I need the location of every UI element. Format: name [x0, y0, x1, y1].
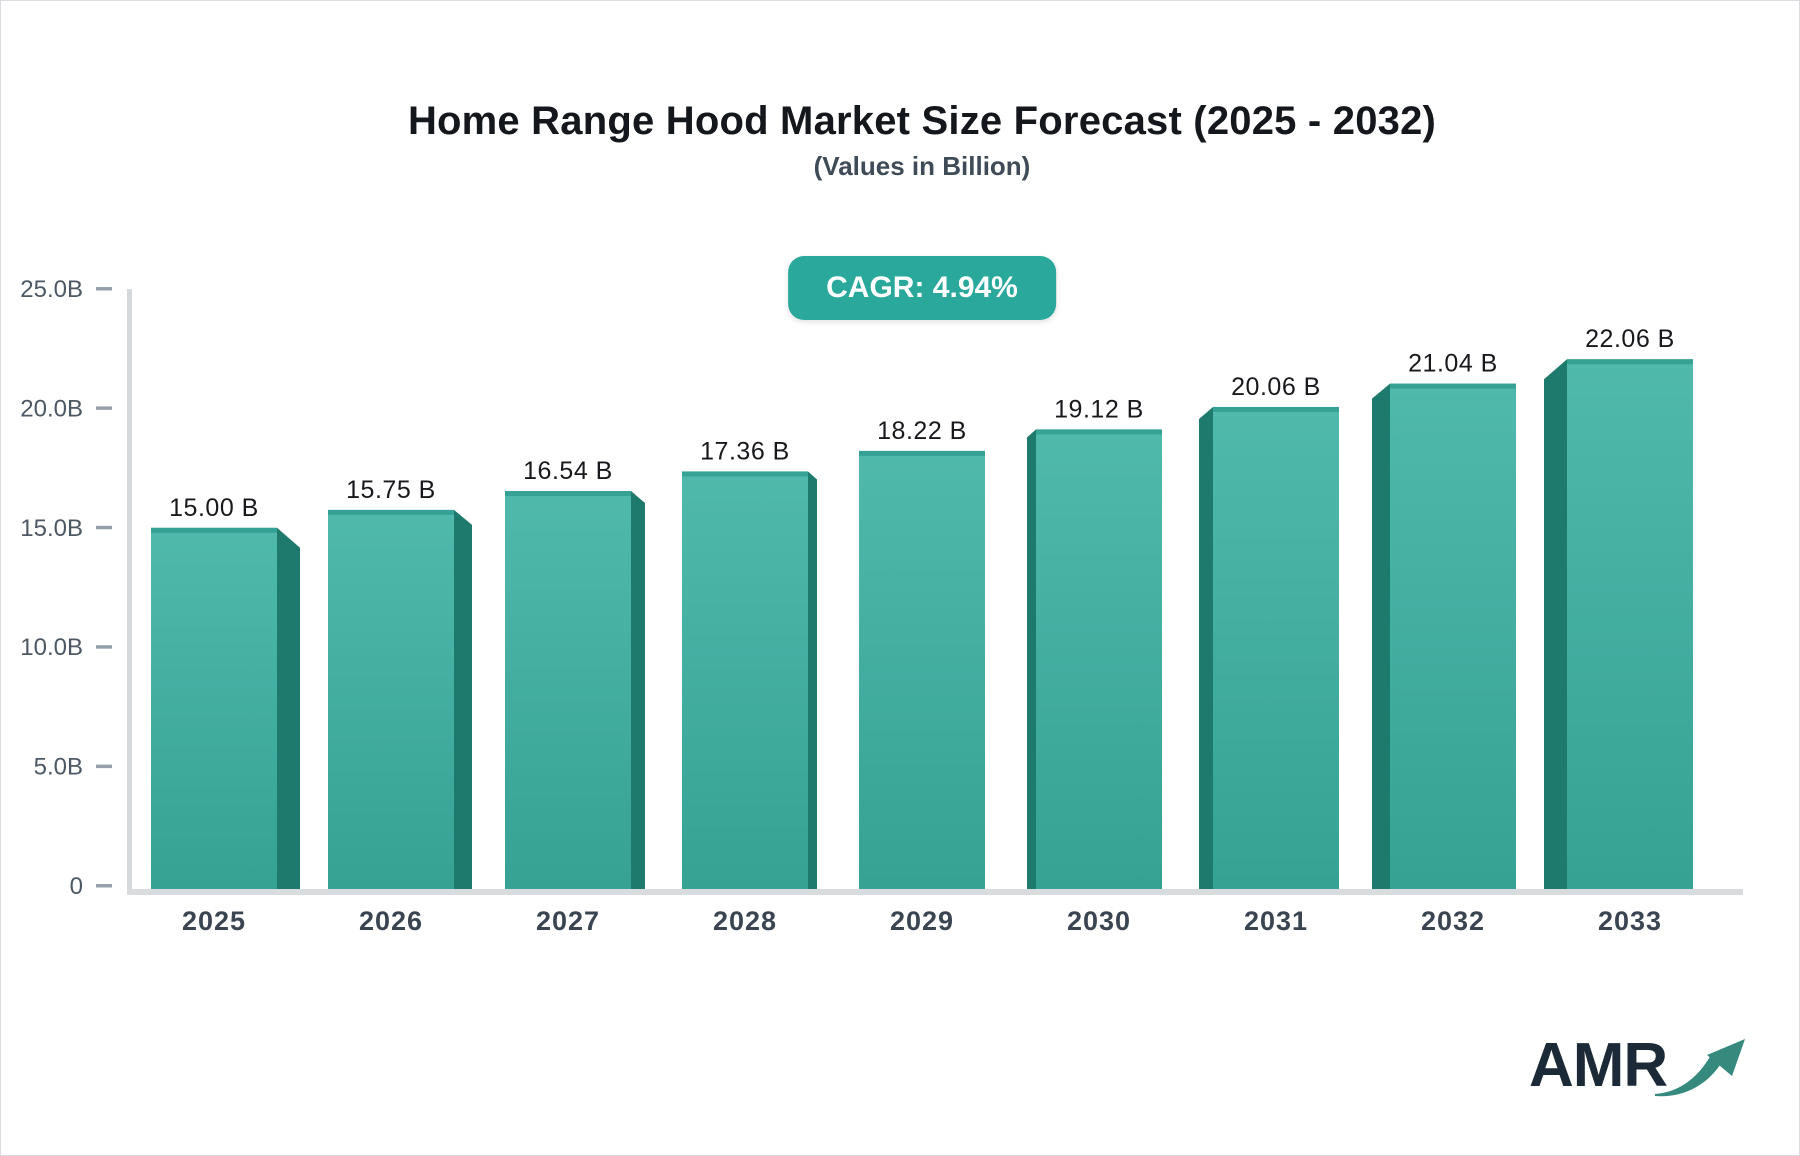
amr-logo-text: AMR	[1529, 1031, 1668, 1100]
bar-top-edge	[1213, 406, 1339, 412]
bar-side-face	[808, 471, 817, 889]
bar-top-edge	[1036, 429, 1162, 435]
bar	[1390, 383, 1516, 889]
x-axis-label: 2030	[1067, 906, 1131, 936]
y-tick-label: 20.0B	[20, 395, 83, 422]
cagr-badge: CAGR: 4.94%	[788, 256, 1056, 320]
growth-arrow-icon	[1655, 1039, 1746, 1097]
bar-side-face	[631, 491, 645, 889]
bar-top-edge	[505, 491, 631, 497]
bar-value-label: 15.75 B	[346, 476, 436, 504]
bar-top-edge	[1390, 383, 1516, 389]
x-axis-label: 2032	[1421, 906, 1485, 936]
x-axis-label: 2028	[713, 906, 777, 936]
y-tick-label: 0	[70, 873, 83, 900]
arrow-tail	[1655, 1055, 1721, 1097]
bar	[151, 527, 277, 889]
y-tick-label: 10.0B	[20, 634, 83, 661]
bar-value-label: 19.12 B	[1054, 395, 1144, 423]
bar-side-face	[1372, 383, 1390, 889]
bar-side-face	[277, 527, 300, 889]
x-axis-label: 2027	[536, 906, 600, 936]
x-axis-label: 2026	[359, 906, 423, 936]
chart-title: Home Range Hood Market Size Forecast (20…	[407, 99, 1437, 143]
bar-side-face	[1027, 429, 1036, 889]
y-tick	[96, 287, 112, 291]
x-axis-line	[127, 889, 1743, 895]
x-axis-label: 2025	[182, 906, 246, 936]
bar	[859, 450, 985, 889]
y-tick-label: 15.0B	[20, 515, 83, 542]
bar	[682, 471, 808, 889]
y-tick-label: 5.0B	[34, 754, 83, 781]
y-tick	[96, 884, 112, 888]
bar-value-label: 20.06 B	[1231, 373, 1321, 401]
bar-value-label: 18.22 B	[877, 417, 967, 445]
bar-top-edge	[151, 527, 277, 533]
x-axis-label: 2029	[890, 906, 954, 936]
x-axis-label: 2033	[1598, 906, 1662, 936]
y-tick	[96, 764, 112, 769]
bar-top-edge	[859, 450, 985, 456]
bar-value-label: 16.54 B	[523, 457, 613, 485]
bar	[505, 491, 631, 889]
bar-value-label: 22.06 B	[1585, 325, 1675, 353]
y-tick-label: 25.0B	[20, 276, 83, 303]
bar-value-label: 15.00 B	[169, 494, 259, 522]
bar	[1213, 406, 1339, 889]
bar-top-edge	[682, 471, 808, 477]
y-tick	[96, 406, 112, 410]
bar-side-face	[1199, 406, 1213, 889]
bar-side-face	[1544, 359, 1567, 889]
amr-logo: AMR	[1529, 1035, 1751, 1099]
bar-value-label: 21.04 B	[1408, 350, 1498, 378]
bar-top-edge	[328, 509, 454, 515]
y-tick	[96, 645, 112, 649]
bar	[1036, 429, 1162, 889]
bar	[328, 509, 454, 889]
x-axis-label: 2031	[1244, 906, 1308, 936]
bar-value-label: 17.36 B	[700, 437, 790, 465]
bar	[1567, 359, 1693, 889]
y-tick	[96, 525, 112, 530]
chart-subtitle: (Values in Billion)	[813, 151, 1031, 181]
bar-side-face	[454, 509, 472, 889]
y-axis-line	[127, 289, 132, 892]
bar-top-edge	[1567, 359, 1693, 365]
arrow-head	[1707, 1039, 1746, 1076]
